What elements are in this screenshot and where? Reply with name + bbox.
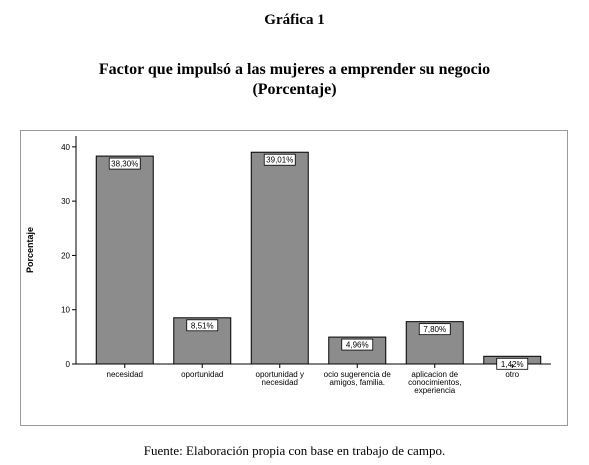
y-tick-label: 40 [61, 143, 70, 152]
x-tick-label: necesidad [262, 378, 298, 387]
chart-frame: 0 10 20 30 40 Porcentaje 38,30% necesidad 8,51% o… [20, 130, 568, 426]
source-note: Fuente: Elaboración propia con base en t… [143, 443, 446, 458]
bar [95, 155, 154, 365]
x-tick-label: experiencia [414, 386, 455, 395]
x-tick-label: oportunidad [181, 370, 223, 379]
data-label-box [496, 357, 529, 370]
chart-title-line1: Factor que impulsó a las mujeres a empre… [98, 61, 491, 78]
x-tick-label: aplicacion de [411, 370, 458, 379]
data-label-box [186, 319, 219, 332]
y-tick-label: 30 [61, 197, 70, 206]
y-tick-label: 20 [61, 251, 70, 260]
chart-title: Factor que impulsó a las mujeres a empre… [0, 60, 589, 100]
x-tick-label: oportunidad y [256, 370, 304, 379]
data-label-box [108, 157, 141, 170]
y-tick-label: 10 [61, 306, 70, 315]
chart-title-line2: (Porcentaje) [252, 81, 337, 98]
figure-number: Gráfica 1 [264, 12, 325, 28]
data-label-box [263, 153, 296, 166]
data-label: 39,01% [266, 156, 293, 165]
bar [250, 151, 309, 365]
data-label-box [341, 338, 374, 351]
x-tick-label: necesidad [107, 370, 143, 379]
x-tick-label: amigos, familia. [329, 378, 385, 387]
x-tick-label: ocio sugerencia de [324, 370, 392, 379]
data-label-box [418, 323, 451, 336]
data-label: 7,80% [423, 325, 446, 334]
x-tick-label: otro [505, 370, 519, 379]
bar-chart: 0 10 20 30 40 Porcentaje 38,30% necesidad 8,51% o… [25, 136, 551, 395]
data-label: 8,51% [191, 321, 214, 330]
data-label: 4,96% [346, 341, 369, 350]
y-tick-label: 0 [66, 360, 71, 369]
x-tick-label: conocimientos, [408, 378, 461, 387]
y-axis-title: Porcentaje [25, 227, 35, 273]
data-label: 38,30% [111, 160, 138, 169]
